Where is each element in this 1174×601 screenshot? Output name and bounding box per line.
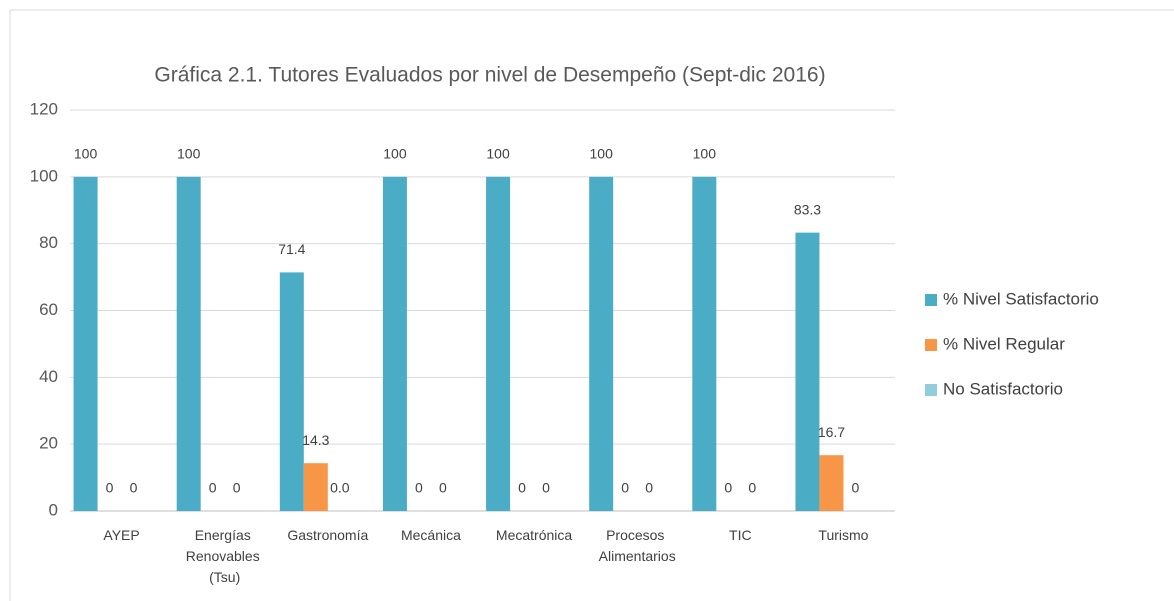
- x-tick-label: Energías Renovables (Tsu): [186, 527, 264, 585]
- data-label: 100: [486, 146, 510, 162]
- x-tick-label: Mecánica: [401, 527, 461, 543]
- y-tick-label: 80: [39, 233, 58, 252]
- data-label: 0: [518, 480, 526, 496]
- y-tick-label: 20: [39, 434, 58, 453]
- data-label: 16.7: [818, 424, 845, 440]
- x-tick-label: AYEP: [103, 527, 139, 543]
- data-label: 100: [177, 146, 201, 162]
- bar: [486, 176, 511, 512]
- legend-swatch: [925, 339, 937, 351]
- chart-title: Gráfica 2.1. Tutores Evaluados por nivel…: [154, 64, 825, 87]
- data-label: 0: [209, 480, 217, 496]
- x-tick-label: Procesos Alimentarios: [599, 527, 676, 564]
- data-label: 0: [130, 480, 138, 496]
- data-label: 0: [645, 480, 653, 496]
- bar: [589, 176, 614, 512]
- bar: [795, 232, 820, 511]
- y-tick-label: 100: [30, 166, 58, 185]
- bar: [303, 463, 328, 511]
- x-tick-label: Mecatrónica: [496, 527, 572, 543]
- bar: [819, 455, 844, 511]
- data-label: 0: [724, 480, 732, 496]
- data-label: 0: [106, 480, 114, 496]
- data-label: 100: [74, 146, 98, 162]
- bar: [279, 272, 304, 511]
- data-label: 71.4: [278, 241, 305, 257]
- legend-label: % Nivel Regular: [943, 334, 1065, 353]
- data-label: 0: [748, 480, 756, 496]
- data-label: 14.3: [302, 432, 329, 448]
- bar: [176, 176, 201, 512]
- data-label: 100: [590, 146, 614, 162]
- data-label: 0: [621, 480, 629, 496]
- data-label: 0: [439, 480, 447, 496]
- data-label: 0: [852, 480, 860, 496]
- data-label: 100: [383, 146, 407, 162]
- data-label: 0: [233, 480, 241, 496]
- data-label: 0: [542, 480, 550, 496]
- x-tick-label: Gastronomía: [287, 527, 368, 543]
- y-tick-label: 0: [49, 500, 58, 519]
- y-tick-label: 120: [30, 99, 58, 118]
- x-tick-label: Turismo: [818, 527, 868, 543]
- bar: [692, 176, 717, 512]
- x-tick-label: TIC: [729, 527, 752, 543]
- bar: [73, 176, 98, 512]
- data-label: 0: [415, 480, 423, 496]
- bar: [382, 176, 407, 512]
- y-tick-label: 60: [39, 300, 58, 319]
- data-label: 0.0: [330, 480, 350, 496]
- legend-label: % Nivel Satisfactorio: [943, 289, 1099, 308]
- data-label: 100: [693, 146, 717, 162]
- data-label: 83.3: [794, 201, 821, 217]
- legend-label: No Satisfactorio: [943, 379, 1063, 398]
- legend-swatch: [925, 294, 937, 306]
- y-tick-label: 40: [39, 367, 58, 386]
- legend-swatch: [925, 384, 937, 396]
